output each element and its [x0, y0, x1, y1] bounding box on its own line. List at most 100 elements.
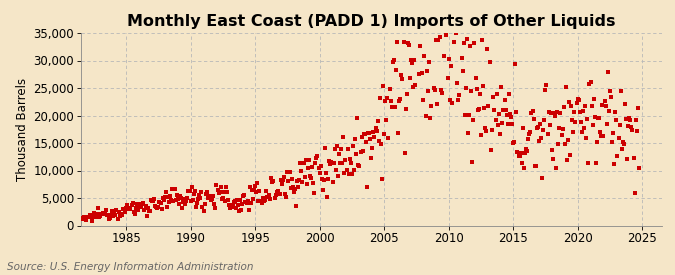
Point [423, 89, 433, 93]
Point [620, 117, 631, 121]
Point [487, 95, 498, 100]
Point [533, 139, 544, 143]
Point [540, 88, 551, 93]
Point [591, 161, 601, 165]
Point [108, 214, 119, 218]
Point [514, 154, 525, 159]
Point [355, 150, 366, 154]
Point [397, 77, 408, 81]
Point [608, 131, 618, 135]
Point [417, 98, 428, 103]
Point [206, 198, 217, 202]
Point [183, 189, 194, 193]
Point [499, 98, 510, 102]
Point [153, 205, 164, 209]
Point [569, 110, 580, 115]
Point [201, 190, 212, 194]
Point [531, 164, 541, 168]
Point [486, 128, 497, 132]
Point [630, 118, 641, 122]
Point [267, 180, 277, 184]
Point [545, 111, 556, 116]
Point [179, 196, 190, 201]
Point [404, 75, 415, 80]
Point [460, 86, 471, 90]
Point [560, 85, 571, 89]
Point [509, 139, 520, 144]
Point [101, 208, 111, 212]
Point [101, 213, 112, 217]
Point [79, 214, 90, 219]
Point [402, 92, 412, 96]
Text: Source: U.S. Energy Information Administration: Source: U.S. Energy Information Administ… [7, 262, 253, 272]
Point [504, 92, 514, 96]
Point [248, 197, 259, 201]
Point [252, 180, 263, 185]
Point [237, 202, 248, 206]
Point [500, 108, 511, 112]
Point [297, 180, 308, 185]
Point [143, 208, 154, 213]
Point [270, 192, 281, 197]
Point [600, 104, 611, 108]
Point [339, 171, 350, 176]
Point [364, 131, 375, 135]
Point [526, 111, 537, 115]
Point [329, 146, 340, 151]
Point [599, 99, 610, 103]
Point [251, 190, 262, 195]
Point [451, 31, 462, 35]
Point [275, 191, 286, 196]
Point [286, 186, 296, 190]
Point [516, 161, 527, 165]
Point [560, 142, 570, 147]
Point [110, 213, 121, 217]
Point [228, 199, 239, 204]
Point [159, 195, 170, 199]
Point [625, 118, 636, 122]
Point [146, 199, 157, 204]
Point [271, 190, 282, 194]
Point [230, 199, 240, 204]
Point [634, 166, 645, 170]
Point [196, 190, 207, 195]
Point [272, 189, 283, 193]
Point [542, 132, 553, 136]
Point [70, 218, 81, 222]
Point [308, 181, 319, 185]
Point [157, 196, 168, 200]
Point [494, 111, 505, 116]
Point [513, 154, 524, 158]
Point [327, 180, 338, 184]
Point [371, 129, 382, 133]
Point [69, 219, 80, 224]
Point [259, 199, 269, 203]
Point [246, 188, 257, 192]
Point [352, 116, 362, 120]
Title: Monthly East Coast (PADD 1) Imports of Other Liquids: Monthly East Coast (PADD 1) Imports of O… [127, 14, 616, 29]
Point [290, 186, 300, 191]
Point [188, 192, 199, 196]
Point [502, 122, 513, 127]
Point [424, 60, 435, 64]
Point [275, 178, 286, 182]
Point [495, 132, 506, 136]
Point [284, 170, 295, 175]
Point [181, 199, 192, 203]
Point [396, 73, 407, 77]
Point [195, 196, 206, 200]
Point [622, 157, 632, 161]
Point [349, 168, 360, 172]
Point [188, 198, 198, 203]
Point [152, 206, 163, 210]
Point [238, 194, 248, 198]
Point [462, 37, 472, 41]
Point [215, 185, 226, 189]
Point [322, 195, 333, 200]
Point [342, 147, 353, 152]
Point [496, 85, 507, 89]
Point [315, 163, 326, 168]
Point [528, 117, 539, 121]
Point [200, 192, 211, 196]
Point [444, 98, 455, 103]
